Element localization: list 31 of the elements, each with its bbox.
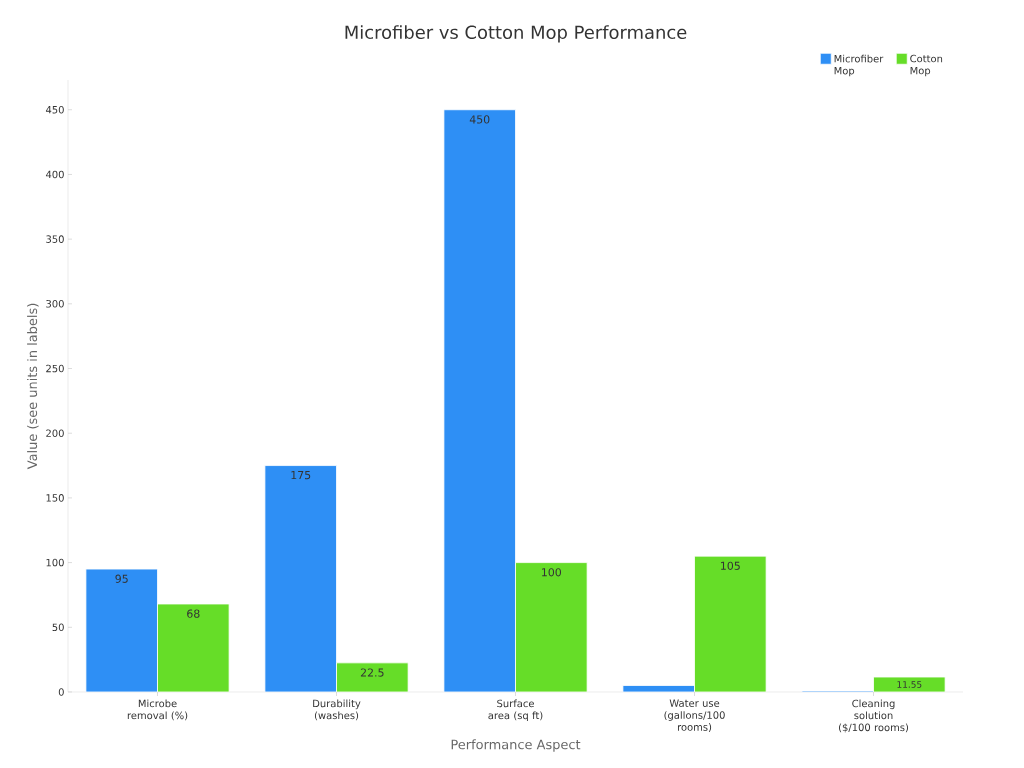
- data-label: 450: [469, 115, 490, 124]
- y-tick-label: 250: [46, 364, 64, 373]
- y-tick-label: 200: [46, 429, 64, 437]
- legend-label: Cotton Mop: [910, 54, 943, 77]
- bar: [694, 555, 767, 692]
- y-tick-label: 50: [52, 623, 64, 632]
- x-tick-label: Surface area (sq ft): [488, 699, 543, 722]
- data-label: 11.55: [897, 681, 922, 688]
- y-tick-label: 350: [46, 235, 64, 243]
- chart-title: Microfiber vs Cotton Mop Performance: [345, 25, 687, 43]
- data-label: 175: [291, 471, 311, 480]
- x-axis-title: Performance Aspect: [451, 739, 581, 752]
- data-label: 95: [115, 574, 128, 583]
- x-tick-label: Cleaning solution ($/100 rooms): [838, 699, 909, 733]
- y-tick-label: 150: [46, 494, 64, 502]
- data-label: 68: [187, 609, 200, 618]
- y-tick-label: 300: [46, 300, 64, 308]
- data-label: 100: [542, 568, 562, 577]
- bar: [515, 562, 588, 692]
- y-tick-label: 450: [45, 105, 64, 114]
- x-tick-label: Microbe removal (%): [127, 699, 188, 721]
- y-tick-label: 400: [45, 170, 64, 179]
- bar: [157, 603, 230, 692]
- legend-label: Microfiber Mop: [834, 54, 884, 77]
- data-label: 22.5: [360, 668, 384, 677]
- data-label: 105: [721, 561, 740, 570]
- y-axis-title: Value (see units in labels): [27, 303, 39, 470]
- y-tick-label: 0: [58, 688, 64, 696]
- x-tick-label: Water use (gallons/100 rooms): [664, 699, 725, 732]
- x-tick-label: Durability (washes): [313, 699, 361, 721]
- y-tick-label: 100: [46, 558, 64, 567]
